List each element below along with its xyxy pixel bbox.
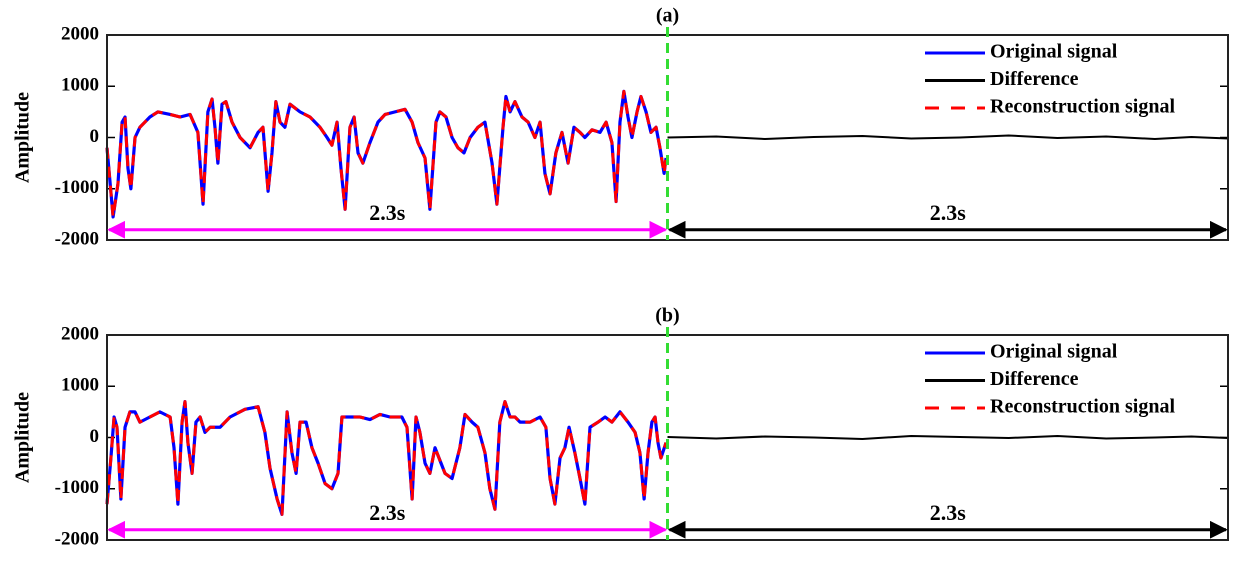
legend-label: Original signal [990, 41, 1118, 63]
y-tick-label: 2000 [61, 323, 99, 344]
annotation-label: 2.3s [369, 500, 406, 525]
annotation-label: 2.3s [930, 200, 967, 225]
y-tick-label: 2000 [61, 23, 99, 44]
series-line [105, 89, 668, 219]
series-line [105, 400, 668, 516]
y-tick-label: -2000 [55, 528, 99, 549]
legend-label: Difference [990, 68, 1079, 90]
series-line [105, 400, 668, 516]
y-tick-label: 0 [90, 426, 100, 447]
legend-label: Reconstruction signal [990, 396, 1175, 418]
legend-label: Original signal [990, 341, 1118, 363]
y-tick-label: -2000 [55, 228, 99, 249]
series-line [105, 89, 668, 219]
series-line [667, 434, 1229, 441]
y-tick-label: -1000 [55, 477, 99, 498]
chart-title: (a) [656, 5, 679, 27]
y-axis-label: Amplitude [12, 92, 34, 183]
series-line [667, 134, 1229, 141]
chart-title: (b) [655, 305, 679, 327]
legend-label: Difference [990, 368, 1079, 390]
y-axis-label: Amplitude [12, 392, 34, 483]
annotation-label: 2.3s [369, 200, 406, 225]
y-tick-label: 1000 [61, 75, 99, 96]
y-tick-label: -1000 [55, 177, 99, 198]
y-tick-label: 1000 [61, 375, 99, 396]
y-tick-label: 0 [90, 126, 100, 147]
legend-label: Reconstruction signal [990, 96, 1175, 118]
annotation-label: 2.3s [930, 500, 967, 525]
